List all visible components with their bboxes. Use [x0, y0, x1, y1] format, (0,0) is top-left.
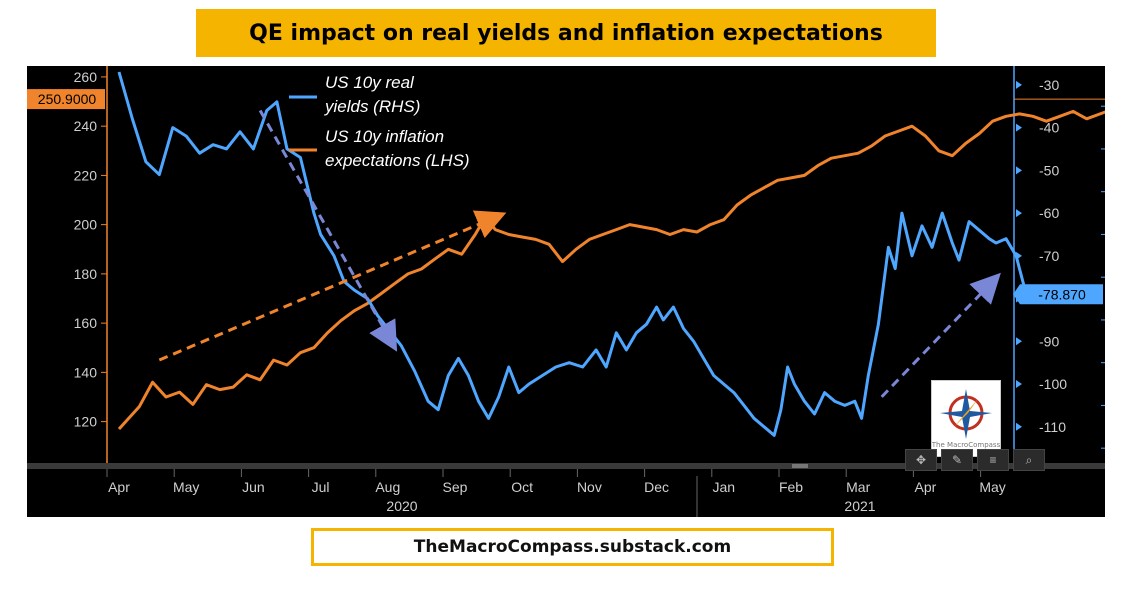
left-axis-tick-label: 200	[74, 217, 98, 233]
crosshair-icon[interactable]: ✥	[905, 449, 937, 471]
x-axis-month-label: Feb	[779, 479, 803, 495]
x-axis-month-label: Apr	[108, 479, 130, 495]
chart-title: QE impact on real yields and inflation e…	[196, 9, 936, 57]
x-axis-year-label: 2020	[386, 498, 417, 514]
x-axis-month-label: Nov	[577, 479, 602, 495]
last-value-right-label: -78.870	[1038, 286, 1086, 302]
right-axis-tick	[1016, 380, 1022, 389]
left-axis-tick-label: 260	[74, 69, 98, 85]
scrollbar-thumb	[792, 464, 808, 468]
last-value-right-badge	[1013, 284, 1103, 305]
right-axis-tick-label: -110	[1039, 419, 1066, 435]
legend-label-real-yields-line2: yields (RHS)	[324, 97, 420, 116]
pencil-icon[interactable]: ✎	[941, 449, 973, 471]
real-yields-line	[117, 71, 1030, 437]
left-axis-tick-label: 180	[74, 266, 98, 282]
last-value-left-label: 250.9000	[38, 91, 97, 107]
x-axis-month-label: Jul	[312, 479, 330, 495]
right-axis-tick-label: -100	[1039, 376, 1067, 392]
left-axis-tick-label: 220	[74, 167, 98, 183]
right-axis-tick	[1016, 166, 1022, 175]
right-axis-tick-label: -50	[1039, 162, 1059, 178]
legend-label-real-yields-line1: US 10y real	[325, 73, 415, 92]
scrollbar-track	[27, 463, 1105, 469]
left-axis-tick-label: 160	[74, 315, 98, 331]
left-axis-tick-label: 140	[74, 364, 98, 380]
right-axis-tick	[1016, 80, 1022, 89]
right-axis-tick	[1016, 337, 1022, 346]
chart-svg: 260 240 220 200 180 160 140 120 -30 -40 -50 -60 -70 -…	[27, 66, 1105, 517]
x-axis-month-label: Oct	[511, 479, 533, 495]
right-axis-tick-label: -30	[1039, 77, 1059, 93]
last-value-left-badge	[27, 89, 105, 110]
compass-icon: The MacroCompass	[931, 389, 1001, 449]
x-axis-month-label: Sep	[443, 479, 468, 495]
x-axis-month-label: Jan	[713, 479, 736, 495]
x-axis-month-label: May	[979, 479, 1005, 495]
logo-text: The MacroCompass	[932, 441, 1000, 449]
trend-arrow-3	[880, 272, 1001, 398]
trend-arrow-1	[158, 210, 507, 362]
right-axis-tick-label: -40	[1039, 120, 1059, 136]
x-axis-month-label: May	[173, 479, 199, 495]
x-axis-month-label: Aug	[375, 479, 400, 495]
left-axis-tick-label: 240	[74, 118, 98, 134]
right-axis-tick	[1016, 422, 1022, 431]
legend-label-inflation-line1: US 10y inflation	[325, 127, 444, 146]
x-axis-month-label: Jun	[242, 479, 265, 495]
x-axis-month-label: Apr	[915, 479, 937, 495]
search-icon[interactable]: ⌕	[1013, 449, 1045, 471]
menu-icon[interactable]: ≡	[977, 449, 1009, 471]
x-axis-year-label: 2021	[844, 498, 875, 514]
right-axis-tick-label: -60	[1039, 205, 1059, 221]
right-axis-tick	[1016, 209, 1022, 218]
x-axis-month-label: Mar	[846, 479, 870, 495]
inflation-expectations-line	[117, 109, 1105, 431]
chart-panel: 260 240 220 200 180 160 140 120 -30 -40 -50 -60 -70 -…	[27, 66, 1105, 517]
right-axis-tick-label: -90	[1039, 333, 1059, 349]
left-axis-tick-label: 120	[74, 414, 98, 430]
footer-link[interactable]: TheMacroCompass.substack.com	[311, 528, 834, 566]
x-axis-month-label: Dec	[644, 479, 669, 495]
right-axis-tick-label: -70	[1039, 248, 1059, 264]
right-axis-tick	[1016, 123, 1022, 132]
chart-toolbar: ✥ ✎ ≡ ⌕	[905, 449, 1101, 471]
legend-label-inflation-line2: expectations (LHS)	[325, 151, 470, 170]
macrocompass-logo: The MacroCompass	[931, 380, 1001, 457]
